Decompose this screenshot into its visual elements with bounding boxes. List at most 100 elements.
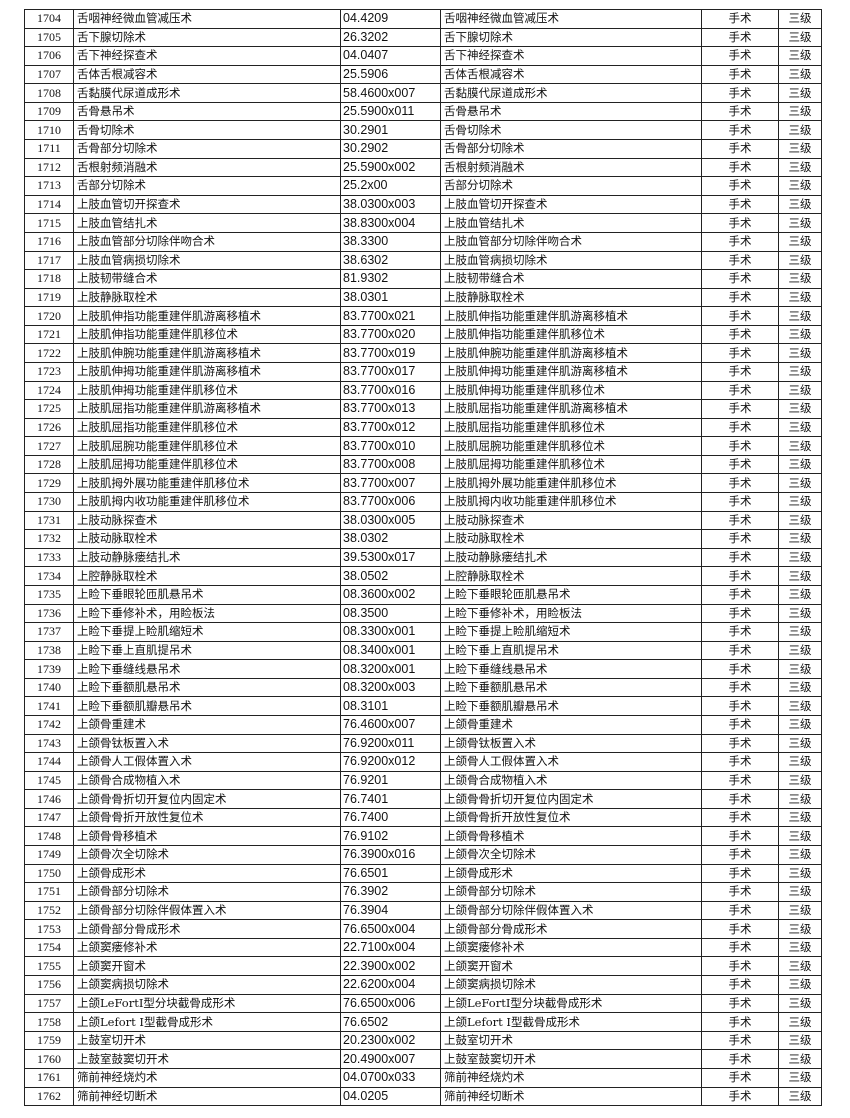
procedure-name-repeat: 筛前神经烧灼术 xyxy=(440,1067,702,1088)
table-row: 1744 上颌骨人工假体置入术 76.9200x012 上颌骨人工假体置入术 手术 三级 xyxy=(24,752,822,772)
procedure-name-repeat: 上鼓室切开术 xyxy=(440,1030,702,1051)
procedure-name: 上颌骨成形术 xyxy=(73,863,341,884)
procedure-name: 舌根射频消融术 xyxy=(73,157,341,178)
procedure-code: 76.9102 xyxy=(340,826,441,847)
procedure-name-repeat: 上颌骨重建术 xyxy=(440,714,702,735)
procedure-name: 上肢静脉取栓术 xyxy=(73,287,341,308)
procedure-name: 上睑下垂修补术，用睑板法 xyxy=(73,603,341,624)
row-number: 1742 xyxy=(24,714,74,735)
procedure-name: 上睑下垂缝线悬吊术 xyxy=(73,659,341,679)
row-number: 1706 xyxy=(24,46,74,66)
procedure-name: 上颌骨部分切除术 xyxy=(73,882,341,902)
table-row: 1747 上颌骨骨折开放性复位术 76.7400 上颌骨骨折开放性复位术 手术 三级 xyxy=(24,807,822,828)
row-number: 1738 xyxy=(24,640,74,661)
procedure-level: 三级 xyxy=(778,269,822,289)
procedure-type: 手术 xyxy=(701,900,779,921)
table-row: 1750 上颌骨成形术 76.6501 上颌骨成形术 手术 三级 xyxy=(24,863,822,884)
row-number: 1749 xyxy=(24,845,74,865)
procedure-level: 三级 xyxy=(778,83,822,103)
row-number: 1731 xyxy=(24,510,74,531)
procedure-name: 上颌窦瘘修补术 xyxy=(73,937,341,958)
procedure-code: 83.7700x008 xyxy=(340,454,441,475)
procedure-type: 手术 xyxy=(701,584,779,605)
procedure-level: 三级 xyxy=(778,770,822,791)
table-row: 1716 上肢血管部分切除伴吻合术 38.3300 上肢血管部分切除伴吻合术 手术 三级 xyxy=(24,231,822,252)
procedure-type: 手术 xyxy=(701,436,779,456)
procedure-type: 手术 xyxy=(701,622,779,642)
procedure-code: 08.3400x001 xyxy=(340,640,441,661)
table-row: 1721 上肢肌伸指功能重建伴肌移位术 83.7700x020 上肢肌伸指功能重建伴肌… xyxy=(24,324,822,345)
procedure-code: 08.3101 xyxy=(340,696,441,716)
table-row: 1738 上睑下垂上直肌提吊术 08.3400x001 上睑下垂上直肌提吊术 手术 三级 xyxy=(24,640,822,661)
table-row: 1760 上鼓室鼓窦切开术 20.4900x007 上鼓室鼓窦切开术 手术 三级 xyxy=(24,1049,822,1069)
procedure-name: 上鼓室切开术 xyxy=(73,1030,341,1051)
procedure-type: 手术 xyxy=(701,529,779,549)
procedure-level: 三级 xyxy=(778,473,822,494)
row-number: 1758 xyxy=(24,1012,74,1032)
procedure-code: 08.3500 xyxy=(340,603,441,624)
procedure-name: 上肢韧带缝合术 xyxy=(73,269,341,289)
procedure-name-repeat: 上肢肌伸指功能重建伴肌移位术 xyxy=(440,324,702,345)
row-number: 1726 xyxy=(24,417,74,438)
row-number: 1739 xyxy=(24,659,74,679)
table-row: 1725 上肢肌屈指功能重建伴肌游离移植术 83.7700x013 上肢肌屈指功能重建… xyxy=(24,399,822,419)
procedure-name-repeat: 舌根射频消融术 xyxy=(440,157,702,178)
procedure-type: 手术 xyxy=(701,454,779,475)
row-number: 1715 xyxy=(24,213,74,233)
procedure-name: 上肢血管病损切除术 xyxy=(73,250,341,271)
procedure-level: 三级 xyxy=(778,919,822,939)
row-number: 1722 xyxy=(24,343,74,363)
row-number: 1762 xyxy=(24,1086,74,1107)
table-row: 1724 上肢肌伸拇功能重建伴肌移位术 83.7700x016 上肢肌伸拇功能重建伴肌… xyxy=(24,380,822,401)
procedure-name: 上睑下垂额肌瓣悬吊术 xyxy=(73,696,341,716)
procedure-name-repeat: 上肢动脉探查术 xyxy=(440,510,702,531)
procedure-name-repeat: 筛前神经切断术 xyxy=(440,1086,702,1107)
procedure-name-repeat: 舌骨悬吊术 xyxy=(440,101,702,122)
procedure-level: 三级 xyxy=(778,677,822,698)
procedure-code: 83.7700x006 xyxy=(340,492,441,512)
procedure-code: 76.4600x007 xyxy=(340,714,441,735)
procedure-type: 手术 xyxy=(701,46,779,66)
procedure-type: 手术 xyxy=(701,510,779,531)
procedure-code: 04.0205 xyxy=(340,1086,441,1107)
procedure-type: 手术 xyxy=(701,603,779,624)
procedure-code: 38.3300 xyxy=(340,231,441,252)
procedure-name: 舌下神经探查术 xyxy=(73,46,341,66)
procedure-type: 手术 xyxy=(701,659,779,679)
procedure-level: 三级 xyxy=(778,733,822,754)
procedure-code: 76.3902 xyxy=(340,882,441,902)
table-row: 1735 上睑下垂眼轮匝肌悬吊术 08.3600x002 上睑下垂眼轮匝肌悬吊术 手术三… xyxy=(24,584,822,605)
table-row: 1749 上颌骨次全切除术 76.3900x016 上颌骨次全切除术 手术 三级 xyxy=(24,845,822,865)
procedure-level: 三级 xyxy=(778,27,822,48)
procedure-code: 25.5900x002 xyxy=(340,157,441,178)
procedure-name-repeat: 上颌骨部分切除伴假体置入术 xyxy=(440,900,702,921)
procedure-level: 三级 xyxy=(778,399,822,419)
procedure-code: 38.0301 xyxy=(340,287,441,308)
row-number: 1710 xyxy=(24,120,74,141)
procedure-type: 手术 xyxy=(701,714,779,735)
row-number: 1761 xyxy=(24,1067,74,1088)
table-row: 1706 舌下神经探查术 04.0407 舌下神经探查术 手术 三级 xyxy=(24,46,822,66)
procedure-type: 手术 xyxy=(701,157,779,178)
procedure-name-repeat: 上睑下垂眼轮匝肌悬吊术 xyxy=(440,584,702,605)
procedure-level: 三级 xyxy=(778,492,822,512)
procedure-type: 手术 xyxy=(701,324,779,345)
table-row: 1742 上颌骨重建术 76.4600x007 上颌骨重建术 手术 三级 xyxy=(24,714,822,735)
procedure-name: 上肢血管部分切除伴吻合术 xyxy=(73,231,341,252)
procedure-level: 三级 xyxy=(778,176,822,196)
procedure-level: 三级 xyxy=(778,752,822,772)
procedure-name: 上肢肌伸腕功能重建伴肌游离移植术 xyxy=(73,343,341,363)
procedure-code: 22.6200x004 xyxy=(340,975,441,995)
table-row: 1707 舌体舌根减容术 25.5906 舌体舌根减容术 手术 三级 xyxy=(24,64,822,85)
procedure-level: 三级 xyxy=(778,937,822,958)
table-row: 1726 上肢肌屈指功能重建伴肌移位术 83.7700x012 上肢肌屈指功能重建伴肌… xyxy=(24,417,822,438)
table-row: 1741 上睑下垂额肌瓣悬吊术 08.3101 上睑下垂额肌瓣悬吊术 手术 三级 xyxy=(24,696,822,716)
procedure-name: 筛前神经切断术 xyxy=(73,1086,341,1107)
procedure-name-repeat: 上腔静脉取栓术 xyxy=(440,566,702,586)
row-number: 1712 xyxy=(24,157,74,178)
procedure-code: 83.7700x016 xyxy=(340,380,441,401)
procedure-name: 上肢动静脉瘘结扎术 xyxy=(73,547,341,568)
row-number: 1704 xyxy=(24,9,74,29)
table-row: 1746 上颌骨骨折切开复位内固定术 76.7401 上颌骨骨折切开复位内固定术 手术三… xyxy=(24,789,822,809)
procedure-type: 手术 xyxy=(701,863,779,884)
